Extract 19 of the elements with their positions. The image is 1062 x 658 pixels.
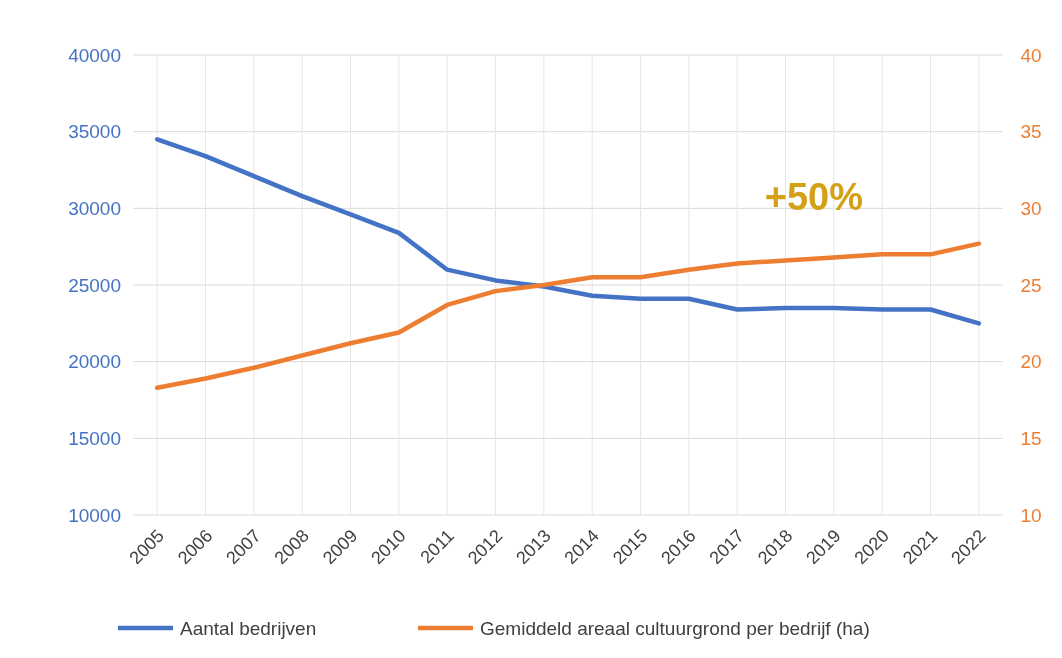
y2-tick-label: 20	[1020, 351, 1042, 373]
y-tick-label: 25000	[68, 274, 121, 296]
y2-tick-label: 35	[1020, 121, 1042, 143]
y2-tick-label: 25	[1020, 274, 1042, 296]
y-tick-label: 10000	[68, 504, 121, 526]
y2-tick-label: 10	[1020, 504, 1042, 526]
y2-tick-label: 30	[1020, 197, 1042, 219]
line-series	[154, 137, 982, 326]
y-tick-label: 35000	[68, 121, 121, 143]
y-tick-label: 15000	[68, 427, 121, 449]
y-tick-label: 40000	[68, 44, 121, 66]
y-tick-label: 20000	[68, 351, 121, 373]
annotation: +50%	[764, 176, 863, 218]
y2-tick-label: 40	[1020, 44, 1042, 66]
legend-label: Gemiddeld areaal cultuurgrond per bedrijf (ha)	[480, 617, 870, 639]
y2-tick-label: 15	[1020, 427, 1042, 449]
y-tick-label: 30000	[68, 197, 121, 219]
legend-label: Aantal bedrijven	[180, 617, 317, 639]
line-series	[154, 241, 982, 390]
